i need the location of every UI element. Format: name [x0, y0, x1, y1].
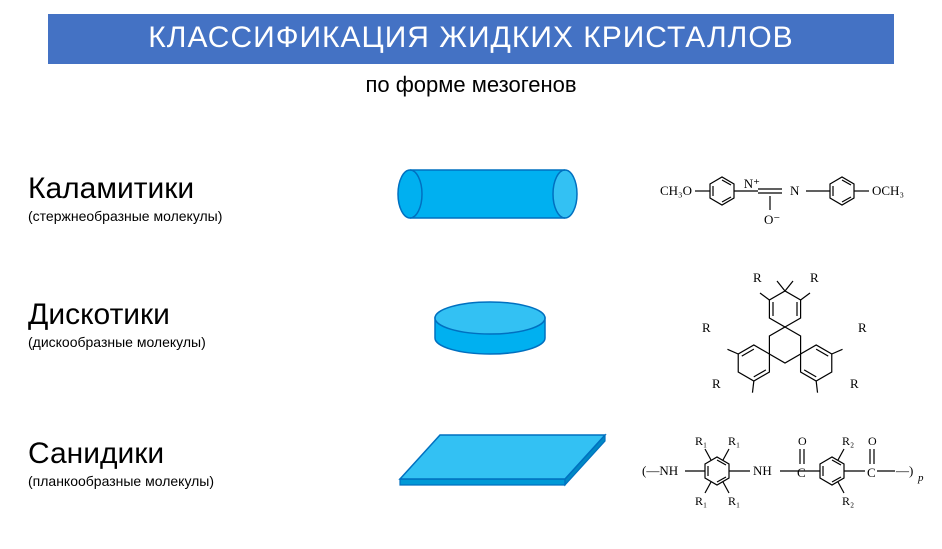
chem-subscript-p: p — [917, 472, 924, 484]
r1-c: R₁ — [695, 494, 707, 508]
label-sanidic: Санидики (планкообразные молекулы) — [28, 437, 214, 489]
row-discotic: Дискотики (дискообразные молекулы) — [0, 270, 942, 410]
r1-d: R₁ — [728, 494, 740, 508]
label-main-calamitic: Каламитики — [28, 172, 222, 206]
row-calamitic: Каламитики (стержнеобразные молекулы) — [0, 144, 942, 284]
chem-left-group: CH₃O — [660, 183, 692, 198]
r-label-1: R — [753, 270, 762, 285]
r1-a: R₁ — [695, 434, 707, 448]
label-discotic: Дискотики (дискообразные молекулы) — [28, 298, 206, 350]
label-calamitic: Каламитики (стержнеобразные молекулы) — [28, 172, 222, 224]
title-text: КЛАССИФИКАЦИЯ ЖИДКИХ КРИСТАЛЛОВ — [148, 21, 793, 54]
subtitle-text: по форме мезогенов — [365, 72, 576, 97]
shape-disc — [370, 270, 610, 400]
chem-n-plus: N⁺ — [744, 176, 760, 191]
chem-o1: O — [798, 434, 807, 448]
r-label-6: R — [702, 320, 711, 335]
cylinder-icon — [398, 170, 577, 218]
r-label-5: R — [712, 376, 721, 391]
r1-b: R₁ — [728, 434, 740, 448]
label-sub-calamitic: (стержнеобразные молекулы) — [28, 208, 222, 224]
plank-icon — [400, 435, 605, 485]
label-main-discotic: Дискотики — [28, 298, 206, 332]
r2-b: R₂ — [842, 494, 854, 508]
shape-cylinder — [370, 144, 610, 274]
r-label-4: R — [850, 376, 859, 391]
subtitle: по форме мезогенов — [0, 72, 942, 98]
chem-n: N — [790, 183, 800, 198]
row-sanidic: Санидики (планкообразные молекулы) — [0, 409, 942, 549]
chem-right-paren: —) — [895, 463, 913, 478]
chem-c1: C — [797, 465, 806, 480]
label-sub-discotic: (дискообразные молекулы) — [28, 334, 206, 350]
chem-left-paren: (—NH — [642, 463, 678, 478]
chem-o-minus: O⁻ — [764, 212, 780, 227]
chem-calamitic: CH₃O OCH₃ N⁺ N O⁻ — [640, 144, 930, 284]
chem-o2: O — [868, 434, 877, 448]
chem-right-group: OCH₃ — [872, 183, 904, 198]
chem-discotic: R R R R R R — [640, 270, 930, 410]
r-label-2: R — [810, 270, 819, 285]
chem-c2: C — [867, 465, 876, 480]
label-sub-sanidic: (планкообразные молекулы) — [28, 473, 214, 489]
chem-nh: NH — [753, 463, 772, 478]
chem-sanidic: (—NH NH C O C O —) p R₁ R₁ R₁ R₁ R₂ R₂ — [640, 409, 930, 549]
r-label-3: R — [858, 320, 867, 335]
shape-plank — [370, 409, 610, 539]
disc-icon — [435, 302, 545, 354]
r2-a: R₂ — [842, 434, 854, 448]
title-bar: КЛАССИФИКАЦИЯ ЖИДКИХ КРИСТАЛЛОВ — [48, 14, 894, 64]
label-main-sanidic: Санидики — [28, 437, 214, 471]
